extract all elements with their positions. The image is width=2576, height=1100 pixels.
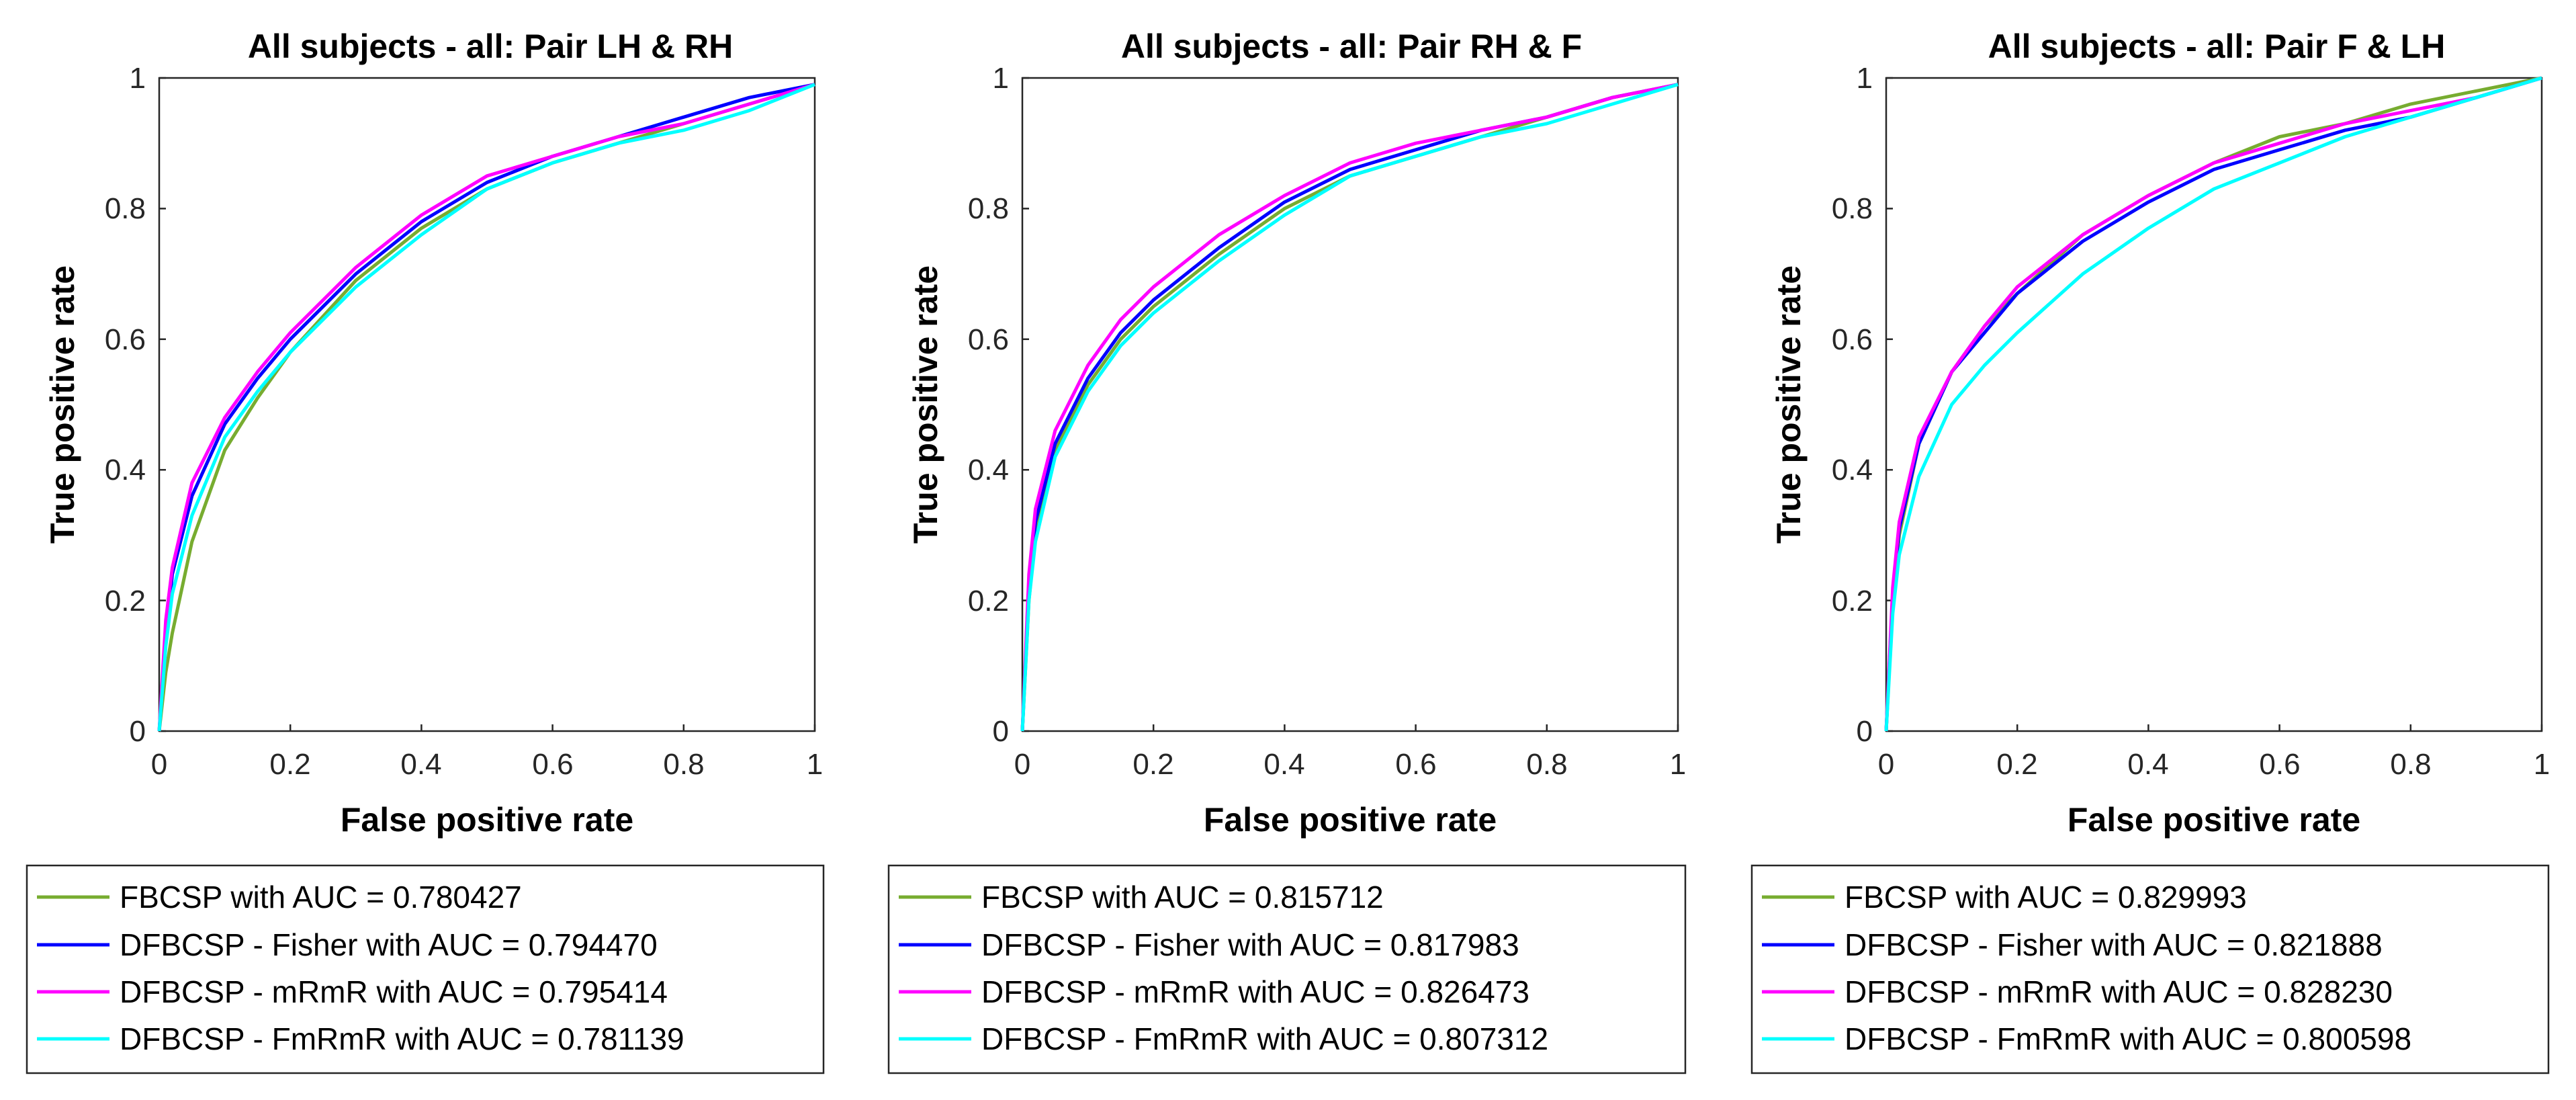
series-line-dfbcsp-fmrmr (1020, 83, 1679, 732)
x-axis-label: False positive rate (1204, 801, 1497, 839)
legend-entry: DFBCSP - Fisher with AUC = 0.817983 (981, 927, 1519, 962)
series-line-dfbcsp-fmrmr (1884, 76, 2542, 732)
x-tick-label: 0 (151, 748, 167, 781)
x-tick-label: 1 (2534, 748, 2550, 781)
x-axis-label: False positive rate (2068, 801, 2360, 839)
plot-area-frame (158, 77, 816, 732)
y-tick-label: 0.2 (1832, 585, 1873, 618)
series-line-dfbcsp-fmrmr (157, 83, 815, 732)
x-tick-label: 1 (807, 748, 823, 781)
y-tick-label: 1 (1857, 62, 1873, 95)
x-tick-label: 0.6 (2259, 748, 2300, 781)
legend-entry: FBCSP with AUC = 0.815712 (981, 880, 1384, 915)
legend-entry: DFBCSP - Fisher with AUC = 0.821888 (1845, 927, 2383, 962)
y-tick-label: 0 (1857, 715, 1873, 748)
y-tick-label: 0.8 (1832, 192, 1873, 225)
series-line-dfbcsp-mrmr (1884, 76, 2542, 732)
y-axis-label: True positive rate (907, 265, 944, 544)
y-tick-label: 0.4 (968, 454, 1009, 486)
legend-swatches (37, 895, 109, 1041)
series-lines (1020, 83, 1679, 732)
legend-entry: DFBCSP - Fisher with AUC = 0.794470 (120, 927, 658, 962)
series-line-fbcsp (157, 83, 815, 732)
legend-entry: DFBCSP - FmRmR with AUC = 0.807312 (981, 1021, 1548, 1056)
y-tick-label: 0.6 (1832, 323, 1873, 356)
chart-title: All subjects - all: Pair LH & RH (248, 28, 733, 65)
x-tick-label: 0.8 (2390, 748, 2431, 781)
y-tick-label: 0.2 (105, 585, 146, 618)
chart-title: All subjects - all: Pair RH & F (1121, 28, 1582, 65)
y-tick-label: 0 (130, 715, 146, 748)
y-tick-label: 0.8 (968, 192, 1009, 225)
legend-entry: DFBCSP - mRmR with AUC = 0.826473 (981, 974, 1529, 1009)
y-tick-label: 1 (130, 62, 146, 95)
plot-area-frame (1021, 77, 1679, 732)
series-lines (157, 83, 815, 732)
x-tick-label: 0.6 (532, 748, 573, 781)
y-tick-label: 0.2 (968, 585, 1009, 618)
y-tick-label: 0.6 (105, 323, 146, 356)
series-line-dfbcsp-fisher (157, 83, 815, 732)
chart-title: All subjects - all: Pair F & LH (1988, 28, 2446, 65)
legend-box (26, 864, 825, 1074)
series-line-dfbcsp-mrmr (157, 83, 815, 732)
legend-entry: DFBCSP - mRmR with AUC = 0.828230 (1845, 974, 2393, 1009)
series-line-dfbcsp-mrmr (1020, 83, 1679, 732)
legend-entry: DFBCSP - FmRmR with AUC = 0.781139 (120, 1021, 684, 1056)
y-tick-label: 0.8 (105, 192, 146, 225)
x-tick-label: 0.4 (1263, 748, 1304, 781)
y-axis-label: True positive rate (1770, 265, 1808, 544)
legend-entry: DFBCSP - FmRmR with AUC = 0.800598 (1845, 1021, 2411, 1056)
series-lines (1884, 76, 2542, 732)
x-tick-label: 1 (1670, 748, 1686, 781)
y-tick-label: 1 (993, 62, 1009, 95)
y-tick-label: 0.4 (1832, 454, 1873, 486)
x-tick-label: 0.2 (269, 748, 310, 781)
y-tick-label: 0 (993, 715, 1009, 748)
legend-swatches (899, 895, 971, 1041)
x-tick-label: 0 (1878, 748, 1894, 781)
chart-panel-rh-f: All subjects - all: Pair RH & F 0 0.2 0.… (887, 28, 1687, 1074)
y-axis-label: True positive rate (44, 265, 81, 544)
chart-panel-lh-rh: All subjects - all: Pair LH & RH 0 0.2 0… (26, 28, 825, 1074)
legend-entry: FBCSP with AUC = 0.829993 (1845, 880, 2247, 915)
y-tick-label: 0.4 (105, 454, 146, 486)
x-tick-label: 0.2 (1132, 748, 1173, 781)
legend-box (1750, 864, 2550, 1074)
x-tick-label: 0 (1014, 748, 1030, 781)
x-tick-label: 0.4 (400, 748, 441, 781)
legend-swatches (1762, 895, 1834, 1041)
chart-panel-f-lh: All subjects - all: Pair F & LH 0 0.2 0.… (1750, 28, 2550, 1074)
x-axis-label: False positive rate (341, 801, 633, 839)
x-tick-label: 0.6 (1395, 748, 1436, 781)
legend-entry: DFBCSP - mRmR with AUC = 0.795414 (120, 974, 668, 1009)
y-tick-label: 0.6 (968, 323, 1009, 356)
x-tick-label: 0.8 (663, 748, 704, 781)
x-tick-label: 0.2 (1996, 748, 2037, 781)
legend-entry: FBCSP with AUC = 0.780427 (120, 880, 522, 915)
legend-box (887, 864, 1687, 1074)
plot-area-frame (1885, 77, 2543, 732)
x-tick-label: 0.8 (1526, 748, 1567, 781)
x-tick-label: 0.4 (2127, 748, 2168, 781)
